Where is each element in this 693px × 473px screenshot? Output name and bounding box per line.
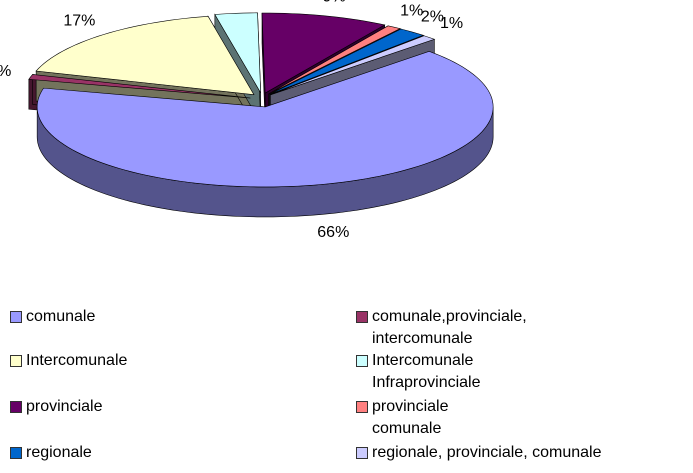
legend-swatch (356, 311, 368, 323)
legend-item: comunale,provinciale, intercomunale (356, 306, 527, 350)
slice (28, 74, 251, 99)
slice (268, 25, 401, 95)
data-label: 1% (400, 2, 423, 19)
legend-swatch (356, 355, 368, 367)
legend-swatch (10, 311, 22, 323)
data-label: 9% (323, 0, 346, 6)
legend-swatch (10, 355, 22, 367)
legend-label: Intercomunale (26, 352, 128, 369)
legend-item: regionale, provinciale, comunale (356, 442, 601, 464)
data-label: 1% (0, 63, 11, 80)
legend-item: regionale (10, 442, 92, 464)
data-label: 3% (221, 0, 244, 2)
legend-label: regionale (26, 444, 92, 461)
legend-label: regionale, provinciale, comunale (372, 444, 602, 461)
data-label: 17% (63, 12, 95, 29)
legend-item: comunale (10, 306, 95, 328)
legend-item: provinciale (10, 396, 102, 418)
data-label: 66% (317, 224, 349, 241)
legend-swatch (10, 401, 22, 413)
legend-label: provinciale comunale (372, 398, 449, 437)
legend-swatch (356, 447, 368, 459)
slice (214, 12, 262, 93)
slice (270, 35, 436, 96)
legend-label: comunale (26, 308, 96, 325)
legend-label: provinciale (26, 398, 103, 415)
slice (261, 12, 386, 94)
slice (36, 51, 494, 188)
data-label: 2% (421, 8, 444, 25)
chart: 66%1%17%3%9%1%2%1% (0, 0, 494, 241)
data-label: 1% (440, 15, 463, 32)
legend-swatch (10, 447, 22, 459)
legend-label: Intercomunale Infraprovinciale (372, 352, 481, 391)
legend-swatch (356, 401, 368, 413)
legend-label: comunale,provinciale, intercomunale (372, 308, 527, 347)
slice (35, 15, 255, 96)
legend-item: Intercomunale Infraprovinciale (356, 350, 481, 394)
legend-item: Intercomunale (10, 350, 127, 372)
slice (269, 28, 425, 95)
legend-item: provinciale comunale (356, 396, 448, 440)
